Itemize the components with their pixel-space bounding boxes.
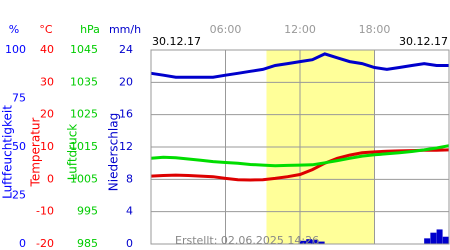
y-tick-label: -10 — [36, 205, 54, 218]
axis-title: Luftdruck — [66, 124, 80, 181]
y-tick-label: 1005 — [70, 172, 98, 185]
precipitation-bar — [300, 240, 306, 244]
precipitation-bar — [430, 232, 437, 244]
plot-frame — [150, 49, 450, 245]
axis-title: Luftfeuchtigkeit — [1, 105, 15, 199]
created-note: Erstellt: 02.06.2025 14:26 — [175, 234, 319, 247]
series-line — [150, 144, 450, 168]
y-tick-label: 1045 — [70, 43, 98, 56]
y-tick-label: 25 — [12, 189, 26, 202]
y-tick-label: 1035 — [70, 75, 98, 88]
y-tick-label: 20 — [119, 75, 133, 88]
y-tick-label: -20 — [36, 237, 54, 250]
y-tick-label: 75 — [12, 92, 26, 105]
axis-unit: % — [9, 23, 19, 36]
axis-unit: mm/h — [109, 23, 141, 36]
x-tick-label: 12:00 — [284, 23, 316, 36]
y-tick-label: 995 — [77, 205, 98, 218]
y-tick-label: 100 — [5, 43, 26, 56]
y-tick-label: 20 — [40, 108, 54, 121]
y-tick-label: 8 — [126, 172, 133, 185]
y-tick-label: 0 — [19, 237, 26, 250]
precipitation-bar — [318, 241, 325, 244]
precipitation-bar — [424, 238, 431, 244]
precipitation-bar — [442, 236, 449, 244]
axis-unit: °C — [39, 23, 53, 36]
y-tick-label: 24 — [119, 43, 133, 56]
precipitation-bar — [436, 229, 443, 244]
precipitation-bar — [312, 239, 319, 244]
y-tick-label: 1025 — [70, 108, 98, 121]
series-line — [150, 52, 449, 79]
axis-title: Niederschlag — [107, 113, 121, 191]
x-tick-label: 18:00 — [359, 23, 391, 36]
y-tick-label: 40 — [40, 43, 54, 56]
y-tick-label: 12 — [119, 140, 133, 153]
axis-unit: hPa — [80, 23, 100, 36]
axis-title: Temperatur — [29, 117, 43, 187]
y-tick-label: 1015 — [70, 140, 98, 153]
date-left: 30.12.17 — [152, 35, 201, 48]
y-tick-label: 16 — [119, 108, 133, 121]
y-tick-label: 10 — [40, 140, 54, 153]
y-tick-label: 50 — [12, 140, 26, 153]
precipitation-bar — [306, 239, 313, 244]
y-tick-label: 985 — [77, 237, 98, 250]
x-tick-label: 06:00 — [210, 23, 242, 36]
series-line — [150, 148, 450, 182]
y-tick-label: 0 — [47, 172, 54, 185]
y-tick-label: 4 — [126, 205, 133, 218]
y-tick-label: 0 — [126, 237, 133, 250]
y-tick-label: 30 — [40, 75, 54, 88]
date-right: 30.12.17 — [399, 35, 448, 48]
